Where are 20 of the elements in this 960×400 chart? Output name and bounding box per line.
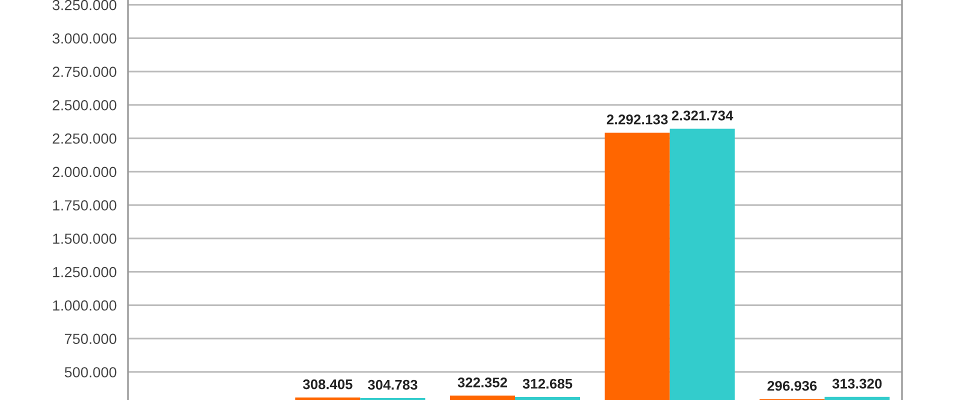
y-tick-label: 500.000 <box>64 367 116 378</box>
y-tick-label: 3.000.000 <box>52 33 116 44</box>
data-label: 2.321.734 <box>672 110 734 120</box>
y-tick-label: 1.250.000 <box>53 266 116 278</box>
y-tick-label: 1.750.000 <box>53 200 116 210</box>
data-label: 322.352 <box>458 378 508 388</box>
y-tick-label: 2.750.000 <box>52 66 116 77</box>
y-tick-label: 2.500.000 <box>52 100 116 110</box>
data-label: 2.292.133 <box>606 114 668 124</box>
data-label: 296.936 <box>767 380 817 391</box>
y-tick-label: 1.500.000 <box>53 234 116 244</box>
data-label: 313.320 <box>832 378 882 389</box>
data-label: 308.405 <box>302 379 352 390</box>
y-tick-label: 2.250.000 <box>52 133 116 144</box>
y-tick-label: 2.000.000 <box>52 166 116 178</box>
y-tick-label: 1.000.000 <box>53 300 116 311</box>
data-label: 304.783 <box>368 380 418 390</box>
data-label: 312.685 <box>522 378 572 389</box>
y-tick-label: 750.000 <box>64 334 116 344</box>
y-tick-label: 3.250.000 <box>52 0 116 10</box>
